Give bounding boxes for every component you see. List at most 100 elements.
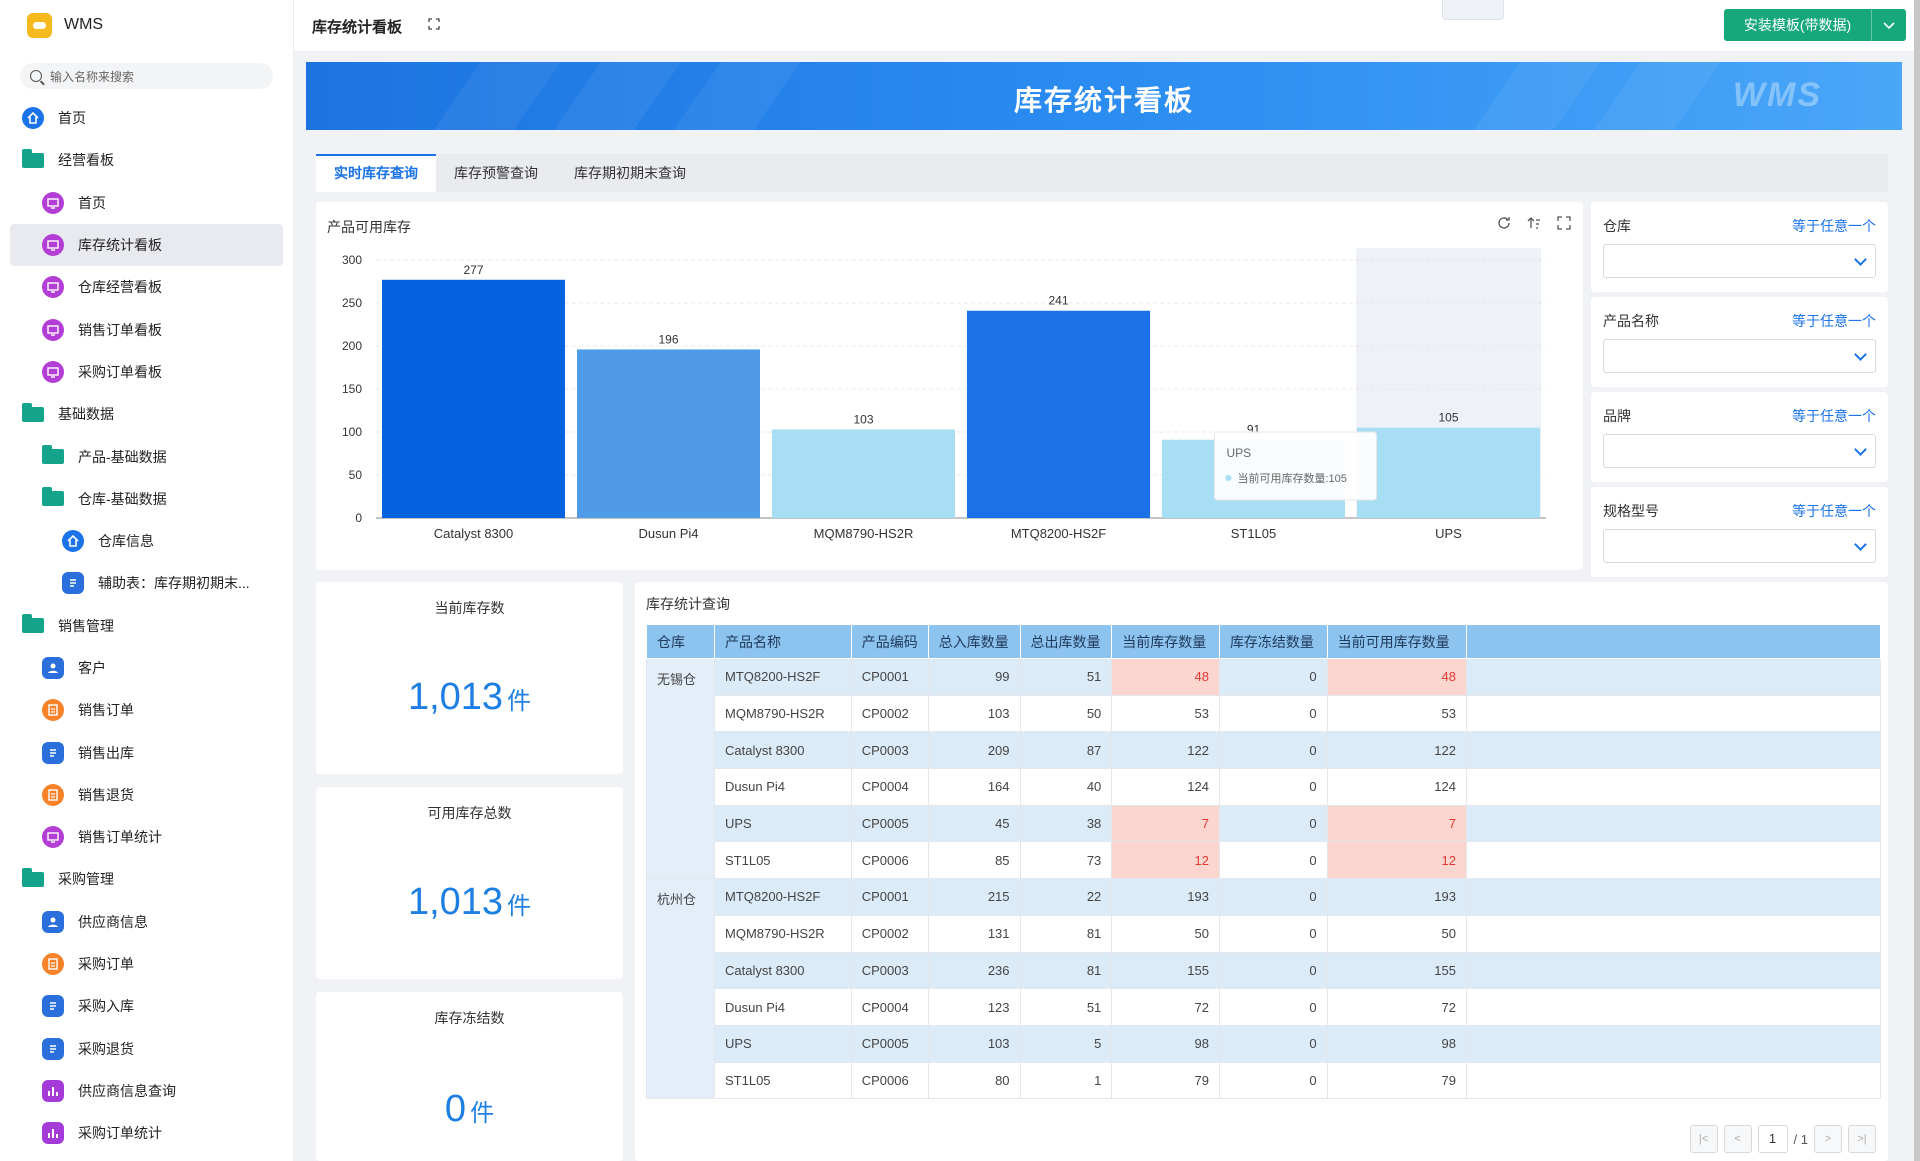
table-cell: 1 [1019, 1061, 1113, 1100]
filter-operator-dropdown[interactable]: 等于任意一个 [1792, 408, 1876, 424]
sidebar-item[interactable]: 销售退货 [0, 774, 293, 816]
sidebar-item[interactable]: 供应商信息 [0, 901, 293, 943]
table-row[interactable]: Dusun Pi4 CP0004 164 40 124 0 124 [647, 768, 1881, 806]
table-cell: 98 [1326, 1024, 1468, 1063]
table-row[interactable]: Catalyst 8300 CP0003 209 87 122 0 122 [647, 731, 1881, 770]
sidebar-item[interactable]: 采购入库 [0, 985, 293, 1027]
tab-inventory-warning[interactable]: 库存预警查询 [454, 165, 538, 181]
last-page-button[interactable]: >| [1848, 1125, 1876, 1153]
sidebar-item[interactable]: 客户 [0, 647, 293, 689]
sidebar-item[interactable]: 仓库信息 [0, 520, 293, 562]
sidebar-item[interactable]: 产品-基础数据 [0, 435, 293, 477]
filter-operator-dropdown[interactable]: 等于任意一个 [1792, 503, 1876, 519]
sidebar-item[interactable]: 首页 [0, 97, 293, 139]
sidebar-item[interactable]: 库存统计看板 [10, 223, 283, 267]
sidebar-item[interactable]: 销售管理 [0, 605, 293, 647]
sidebar-item-label: 销售管理 [58, 617, 114, 634]
next-page-button[interactable]: > [1814, 1125, 1842, 1153]
table-row[interactable]: MQM8790-HS2R CP0002 103 50 53 0 53 [647, 694, 1881, 733]
page-scrollbar[interactable] [1914, 0, 1920, 1161]
table-cell: 12 [1326, 841, 1468, 880]
x-tick-label: ST1L05 [1231, 526, 1277, 541]
table-row[interactable]: UPS CP0005 103 5 98 0 98 [647, 1024, 1881, 1063]
folder-icon [22, 867, 44, 887]
table-cell: CP0004 [850, 768, 929, 806]
filler-cell [1466, 878, 1881, 916]
table-cell: 40 [1019, 768, 1113, 806]
column-header[interactable]: 仓库 [646, 624, 715, 659]
filter-select[interactable] [1603, 529, 1876, 563]
sidebar-item[interactable]: 销售订单统计 [0, 816, 293, 858]
sidebar-item-label: 销售退货 [78, 786, 134, 803]
table-cell: 99 [927, 658, 1021, 696]
sidebar-item[interactable]: 首页 [0, 182, 293, 224]
install-template-button[interactable]: 安装模板(带数据) [1724, 9, 1906, 41]
sidebar-item[interactable]: 经营看板 [0, 139, 293, 181]
tab-realtime-inventory[interactable]: 实时库存查询 [316, 154, 436, 192]
table-row[interactable]: 杭州仓 MTQ8200-HS2F CP0001 215 22 193 0 193 [646, 878, 1881, 1100]
floating-panel-tab[interactable] [1442, 0, 1504, 20]
data-label: 241 [1048, 294, 1068, 308]
column-header[interactable]: 当前可用库存数量 [1326, 624, 1468, 659]
column-header[interactable]: 总入库数量 [927, 624, 1021, 659]
table-row[interactable]: ST1L05 CP0006 80 1 79 0 79 [647, 1061, 1881, 1100]
sidebar-item-label: 销售订单 [78, 702, 134, 719]
filter-label: 仓库 [1603, 218, 1631, 234]
column-header[interactable]: 总出库数量 [1019, 624, 1113, 659]
sidebar-item[interactable]: 采购订单看板 [0, 351, 293, 393]
table-row[interactable]: UPS CP0005 45 38 7 0 7 [647, 804, 1881, 843]
refresh-icon[interactable] [1497, 216, 1511, 230]
bar [382, 279, 565, 518]
data-label: 105 [1438, 411, 1458, 425]
sort-icon[interactable] [1527, 216, 1541, 230]
y-tick-label: 0 [355, 511, 362, 525]
data-label: 103 [853, 412, 873, 426]
table-cell: 0 [1218, 768, 1328, 806]
sidebar-item[interactable]: 供应商信息查询 [0, 1070, 293, 1112]
filter-select[interactable] [1603, 434, 1876, 468]
table-row[interactable]: 无锡仓 MTQ8200-HS2F CP0001 99 51 48 0 48 [646, 657, 1881, 880]
document-icon [62, 572, 84, 595]
dropdown-chevron-icon[interactable] [1872, 17, 1906, 33]
column-header[interactable]: 库存冻结数量 [1218, 624, 1328, 659]
table-cell: 98 [1111, 1024, 1220, 1063]
filter-operator-dropdown[interactable]: 等于任意一个 [1792, 313, 1876, 329]
column-header[interactable]: 当前库存数量 [1111, 624, 1220, 659]
sidebar-item[interactable]: 辅助表：库存期初期末... [0, 562, 293, 604]
page-number-input[interactable]: 1 [1757, 1125, 1788, 1153]
table-cell: 209 [927, 731, 1021, 770]
sidebar-item-label: 首页 [78, 194, 106, 211]
sidebar-item[interactable]: 销售订单 [0, 689, 293, 731]
x-tick-label: Dusun Pi4 [639, 526, 699, 541]
sidebar-item[interactable]: 仓库-基础数据 [0, 478, 293, 520]
filter-select[interactable] [1603, 244, 1876, 278]
bar [1357, 427, 1540, 518]
fullscreen-icon[interactable] [1557, 216, 1571, 230]
table-row[interactable]: ST1L05 CP0006 85 73 12 0 12 [647, 841, 1881, 880]
sidebar-item[interactable]: 销售订单看板 [0, 308, 293, 350]
sidebar-item[interactable]: 仓库经营看板 [0, 266, 293, 308]
sidebar-item-label: 库存统计看板 [78, 237, 162, 254]
table-row[interactable]: Catalyst 8300 CP0003 236 81 155 0 155 [647, 951, 1881, 990]
sidebar-item[interactable]: 销售出库 [0, 731, 293, 773]
table-cell: 50 [1111, 914, 1220, 953]
column-header[interactable]: 产品编码 [850, 624, 929, 659]
fullscreen-icon[interactable] [428, 18, 440, 30]
tab-period-inventory[interactable]: 库存期初期末查询 [574, 165, 686, 181]
table-cell: 0 [1218, 694, 1328, 733]
first-page-button[interactable]: |< [1689, 1125, 1718, 1153]
column-header[interactable]: 产品名称 [714, 624, 852, 659]
sidebar-item[interactable]: 采购订单统计 [0, 1112, 293, 1154]
sidebar-item[interactable]: 采购管理 [0, 858, 293, 900]
sidebar-item[interactable]: 采购退货 [0, 1028, 293, 1070]
table-row[interactable]: Dusun Pi4 CP0004 123 51 72 0 72 [647, 988, 1881, 1026]
sidebar-item[interactable]: 采购订单 [0, 943, 293, 985]
table-cell: 0 [1218, 988, 1328, 1026]
filter-operator-dropdown[interactable]: 等于任意一个 [1792, 218, 1876, 234]
table-row[interactable]: MQM8790-HS2R CP0002 131 81 50 0 50 [647, 914, 1881, 953]
filter-select[interactable] [1603, 339, 1876, 373]
sidebar-item[interactable]: 基础数据 [0, 393, 293, 435]
app-logo[interactable]: WMS [0, 0, 293, 50]
prev-page-button[interactable]: < [1723, 1125, 1752, 1153]
sidebar-search-input[interactable]: 输入名称来搜索 [20, 63, 273, 89]
